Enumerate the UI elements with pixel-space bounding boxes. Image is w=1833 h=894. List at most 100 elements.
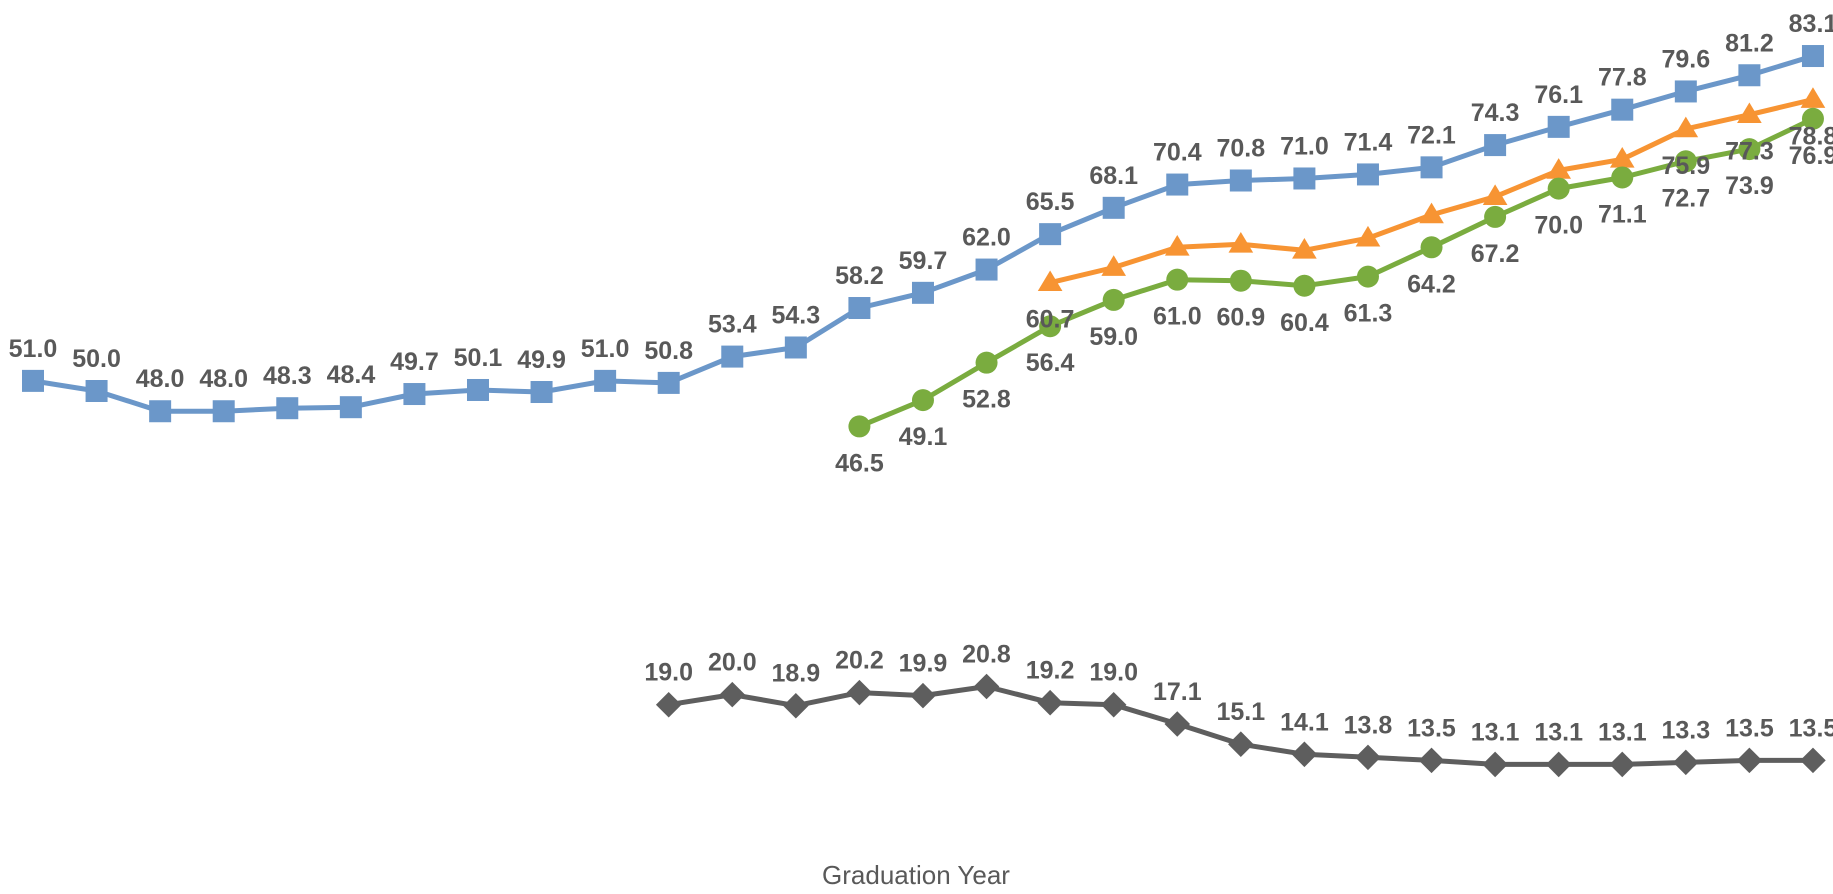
- series-1-point: [1420, 156, 1443, 179]
- series-4-point: [1355, 744, 1381, 771]
- series-1-point: [22, 369, 44, 392]
- series-2-point: [1101, 255, 1127, 276]
- series-1-data-label: 58.2: [835, 262, 884, 290]
- series-4-data-label: 15.1: [1216, 698, 1265, 726]
- series-1-point: [85, 380, 108, 402]
- series-2-point: [1609, 146, 1635, 168]
- series-4-point: [783, 692, 809, 719]
- series-1-data-label: 65.5: [1026, 188, 1075, 216]
- series-2-point: [1164, 235, 1190, 256]
- series-3-point: [848, 415, 871, 438]
- series-2-point: [1737, 102, 1762, 124]
- series-4-data-label: 19.0: [1089, 659, 1138, 687]
- series-4-point: [1736, 747, 1763, 774]
- series-4-data-label: 13.5: [1789, 714, 1833, 742]
- series-4-data-label: 20.2: [835, 647, 884, 675]
- series-1-point: [1611, 98, 1634, 121]
- series-2-point: [1546, 158, 1571, 179]
- series-3-data-label: 56.4: [1026, 349, 1075, 377]
- series-1-point: [530, 381, 553, 404]
- series-3-point: [1484, 205, 1507, 228]
- series-4-point: [846, 679, 873, 706]
- series-2: [1037, 87, 1826, 292]
- series-3-point: [1102, 288, 1125, 311]
- series-2-data-label: 77.3: [1725, 138, 1774, 166]
- series-3-point: [1547, 177, 1570, 200]
- series-4-data-label: 19.0: [644, 659, 693, 687]
- series-2-data-label: 78.8: [1789, 123, 1833, 151]
- series-2-data-label: 60.7: [1026, 306, 1075, 334]
- series-1-point: [1674, 80, 1697, 103]
- series-1-data-label: 48.3: [263, 362, 312, 390]
- series-1-data-label: 68.1: [1089, 162, 1138, 190]
- series-3-data-label: 61.3: [1344, 300, 1393, 328]
- series-1-data-label: 77.8: [1598, 64, 1647, 92]
- series-2-data-label: 75.9: [1661, 152, 1710, 180]
- series-1-data-label: 48.0: [136, 365, 185, 393]
- series-3-point: [1801, 107, 1824, 130]
- series-1: [22, 45, 1824, 423]
- series-3-data-label: 64.2: [1407, 270, 1456, 298]
- series-4-point: [1609, 751, 1636, 778]
- series-1-data-label: 72.1: [1407, 121, 1456, 149]
- series-1-point: [911, 281, 934, 304]
- series-1-point: [1547, 115, 1570, 138]
- series-4-point: [910, 682, 936, 709]
- series-1-point: [212, 400, 235, 423]
- series-4-data-label: 17.1: [1153, 678, 1202, 706]
- series-1-data-label: 54.3: [771, 302, 820, 330]
- series-1-point: [276, 397, 299, 420]
- series-1-data-label: 51.0: [9, 335, 58, 363]
- series-1-data-label: 50.0: [72, 345, 121, 373]
- series-1-data-label: 62.0: [962, 224, 1011, 252]
- series-1-point: [149, 400, 172, 423]
- series-1-point: [721, 345, 744, 368]
- series-4: [655, 673, 1826, 778]
- series-1-point: [657, 371, 680, 394]
- series-4-point: [1482, 751, 1508, 778]
- series-4-point: [1800, 747, 1826, 774]
- series-3-data-label: 67.2: [1471, 240, 1520, 268]
- series-layer: [22, 45, 1826, 778]
- series-3-data-label: 49.1: [899, 423, 948, 451]
- series-1-point: [784, 336, 807, 359]
- series-2-point: [1292, 238, 1317, 259]
- series-1-point: [1356, 163, 1379, 186]
- series-3-data-label: 61.0: [1153, 303, 1202, 331]
- series-3-line: [858, 116, 1815, 429]
- series-1-data-label: 49.9: [517, 346, 566, 374]
- series-3-point: [1611, 166, 1634, 189]
- series-1-point: [1484, 134, 1507, 157]
- series-1-point: [848, 297, 871, 320]
- series-2-point: [1228, 231, 1254, 253]
- series-1-point: [339, 396, 362, 419]
- series-1-point: [1293, 167, 1316, 190]
- series-3-point: [1166, 268, 1189, 291]
- series-3-point: [1229, 269, 1252, 292]
- series-3-data-label: 60.4: [1280, 309, 1329, 337]
- series-4-point: [1037, 689, 1063, 716]
- series-3-data-label: 60.9: [1216, 304, 1265, 332]
- series-1-data-label: 81.2: [1725, 29, 1774, 57]
- series-1-point: [1801, 45, 1824, 68]
- series-4-data-label: 18.9: [771, 660, 820, 688]
- series-3-data-label: 76.9: [1789, 142, 1833, 170]
- series-3-point: [1356, 265, 1379, 288]
- series-1-point: [594, 369, 617, 392]
- series-1-data-label: 71.0: [1280, 133, 1329, 161]
- series-3-data-label: 52.8: [962, 386, 1011, 414]
- series-4-point: [1418, 747, 1445, 774]
- series-3-point: [1738, 138, 1761, 161]
- series-4-point: [1228, 731, 1254, 757]
- series-3-point: [911, 389, 934, 412]
- series-1-data-label: 74.3: [1471, 99, 1520, 127]
- series-3: [848, 107, 1824, 438]
- series-3-point: [1039, 315, 1062, 338]
- series-3-data-label: 71.1: [1598, 201, 1647, 229]
- series-3-point: [975, 351, 998, 374]
- series-4-point: [1100, 691, 1127, 718]
- series-4-data-label: 14.1: [1280, 708, 1329, 736]
- series-1-data-label: 59.7: [899, 247, 948, 275]
